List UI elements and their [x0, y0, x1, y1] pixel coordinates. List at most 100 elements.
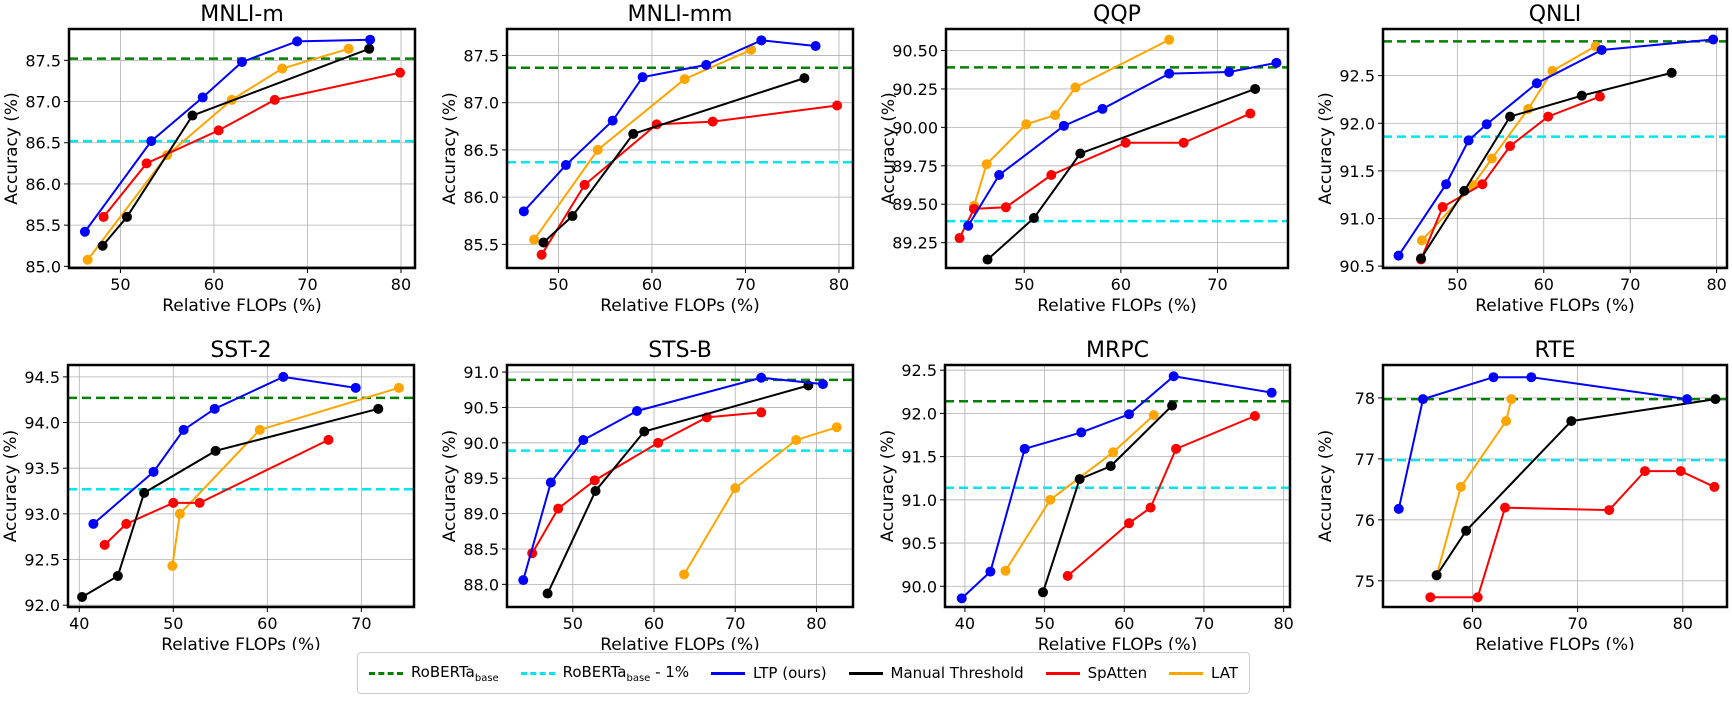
data-point — [1709, 481, 1720, 492]
data-point — [1543, 111, 1554, 122]
legend-swatch — [710, 671, 745, 675]
y-tick-label: 86.0 — [463, 188, 499, 207]
data-point — [1124, 518, 1135, 529]
x-tick-label: 60 — [1111, 275, 1131, 294]
legend-swatch — [368, 671, 403, 675]
plot-area — [1383, 365, 1727, 607]
series-line — [683, 426, 838, 575]
y-tick-label: 91.5 — [1339, 162, 1375, 181]
y-tick-label: 87.5 — [463, 46, 499, 65]
legend-item-roberta-base: RoBERTabase — [368, 663, 499, 684]
data-point — [1050, 110, 1061, 121]
y-tick-label: 90.0 — [901, 577, 937, 596]
data-point — [1437, 202, 1448, 213]
x-axis-label: Relative FLOPs (%) — [162, 296, 322, 316]
y-tick-label: 89.75 — [892, 157, 938, 176]
data-point — [1416, 235, 1427, 246]
data-point — [1596, 44, 1607, 55]
data-point — [1250, 83, 1261, 94]
x-tick-label: 80 — [1273, 614, 1293, 633]
data-point — [1070, 82, 1081, 93]
data-point — [1249, 410, 1260, 421]
data-point — [536, 249, 547, 260]
series-ltp-ours — [1393, 34, 1719, 261]
y-axis-label: Accuracy (%) — [1, 430, 21, 542]
data-point — [756, 372, 767, 383]
data-point — [637, 72, 648, 83]
data-point — [323, 434, 334, 445]
data-point — [343, 43, 354, 54]
series-manual-threshold — [542, 380, 814, 599]
data-point — [364, 43, 375, 54]
x-tick-label: 80 — [1673, 614, 1693, 633]
legend-item-lat: LAT — [1169, 664, 1238, 682]
legend-label: RoBERTa — [562, 662, 627, 681]
y-tick-label: 93.0 — [24, 505, 60, 524]
subplot-mnli-mm: 50 60 70 80 85.5 86.0 86.5 87.0 87.5 MNLI-mm Relat… — [440, 2, 855, 316]
plot-area — [68, 365, 414, 607]
legend-item-spatten: SpAtten — [1045, 664, 1148, 682]
data-point — [350, 382, 361, 393]
data-point — [1461, 525, 1472, 536]
data-point — [1168, 371, 1179, 382]
data-point — [1576, 90, 1587, 101]
data-point — [168, 497, 179, 508]
series-line — [92, 375, 356, 525]
data-point — [1417, 394, 1428, 405]
x-tick-label: 40 — [955, 614, 975, 633]
x-axis-label: Relative FLOPs (%) — [600, 635, 760, 650]
data-point — [194, 497, 205, 508]
data-point — [589, 475, 600, 486]
legend-label: SpAtten — [1087, 664, 1148, 682]
data-point — [1045, 494, 1056, 505]
data-point — [1266, 387, 1277, 398]
series-ltp-ours — [1393, 372, 1693, 514]
data-point — [213, 125, 224, 136]
data-point — [1028, 213, 1039, 224]
data-point — [817, 379, 828, 390]
data-point — [1021, 119, 1032, 130]
data-point — [1431, 570, 1442, 581]
subplot-title: MNLI-mm — [628, 2, 733, 27]
y-tick-label: 91.5 — [901, 448, 937, 467]
data-point — [141, 158, 152, 169]
y-tick-label: 87.0 — [463, 94, 499, 113]
data-point — [1224, 67, 1235, 78]
data-point — [579, 179, 590, 190]
series-ltp-ours — [518, 372, 828, 586]
data-point — [567, 211, 578, 222]
y-tick-label: 92.0 — [24, 596, 60, 615]
x-tick-label: 80 — [1706, 275, 1726, 294]
x-tick-label: 50 — [563, 614, 583, 633]
data-point — [1120, 137, 1131, 148]
series-ltp-ours — [518, 35, 821, 217]
series-manual-threshold — [97, 43, 375, 251]
data-point — [756, 35, 767, 46]
data-point — [1463, 135, 1474, 146]
y-tick-label: 85.0 — [25, 257, 61, 276]
data-point — [393, 382, 404, 393]
data-point — [1425, 592, 1436, 603]
data-point — [146, 136, 157, 147]
data-point — [1501, 416, 1512, 427]
data-point — [97, 240, 108, 251]
y-tick-label: 86.5 — [463, 141, 499, 160]
axes-frame — [944, 27, 1290, 270]
series-line — [531, 411, 762, 554]
x-axis-label: Relative FLOPs (%) — [600, 296, 760, 316]
axes-frame — [1381, 27, 1729, 270]
data-point — [1682, 394, 1693, 405]
y-tick-label: 92.0 — [1339, 114, 1375, 133]
plot-area — [507, 29, 853, 268]
y-tick-label: 78 — [1355, 389, 1375, 408]
data-point — [607, 115, 618, 126]
x-tick-label: 50 — [1447, 275, 1467, 294]
data-point — [77, 591, 88, 602]
data-point — [628, 128, 639, 139]
x-tick-label: 50 — [110, 275, 130, 294]
x-tick-label: 70 — [1194, 614, 1214, 633]
y-axis-label: Accuracy (%) — [878, 430, 898, 542]
series-ltp-ours — [88, 371, 361, 529]
y-axis-label: Accuracy (%) — [440, 92, 460, 204]
data-point — [1038, 587, 1049, 598]
